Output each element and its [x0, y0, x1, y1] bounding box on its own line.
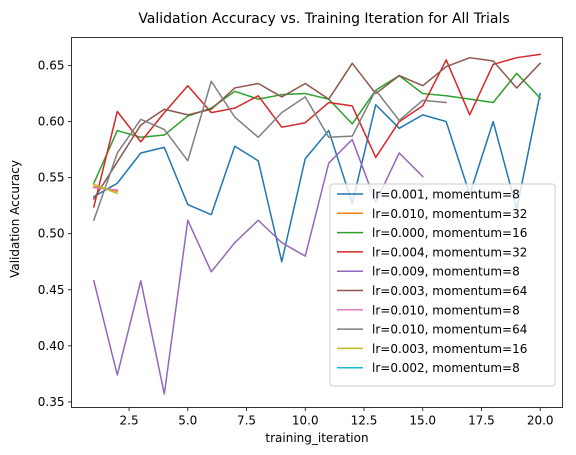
y-tick-label: 0.55: [38, 171, 65, 185]
y-tick-label: 0.50: [38, 227, 65, 241]
legend-entry: lr=0.000, momentum=16: [372, 226, 527, 240]
y-axis-ticks: 0.35 0.40 0.45 0.50 0.55 0.60 0.65: [38, 59, 72, 409]
legend: lr=0.001, momentum=8 lr=0.010, momentum=3…: [329, 183, 556, 387]
y-tick-label: 0.60: [38, 115, 65, 129]
legend-entry: lr=0.009, momentum=8: [372, 265, 520, 279]
legend-entry: lr=0.010, momentum=64: [372, 323, 527, 337]
x-tick-label: 10.0: [292, 414, 319, 428]
legend-entry: lr=0.002, momentum=8: [372, 361, 520, 375]
legend-entry: lr=0.004, momentum=32: [372, 245, 527, 259]
series-line-1: [92, 92, 542, 263]
legend-entry: lr=0.003, momentum=16: [372, 342, 527, 356]
x-axis-label: training_iteration: [265, 431, 368, 445]
y-tick-label: 0.35: [38, 395, 65, 409]
series-line-9: [92, 183, 119, 195]
y-tick-label: 0.65: [38, 59, 65, 73]
series-line-3: [92, 72, 542, 185]
series-line-8: [92, 80, 448, 222]
x-tick-label: 20.0: [527, 414, 554, 428]
y-axis-label: Validation Accuracy: [8, 160, 22, 278]
legend-entry: lr=0.010, momentum=8: [372, 303, 520, 317]
legend-entry: lr=0.010, momentum=32: [372, 207, 527, 221]
x-tick-label: 12.5: [351, 414, 378, 428]
y-tick-label: 0.45: [38, 283, 65, 297]
legend-entry: lr=0.001, momentum=8: [372, 188, 520, 202]
x-tick-label: 7.5: [237, 414, 256, 428]
x-axis-ticks: 2.5 5.0 7.5 10.0 12.5 15.0 17.5 20.0: [120, 407, 554, 428]
x-tick-label: 2.5: [120, 414, 139, 428]
legend-box: [329, 183, 556, 387]
legend-entry: lr=0.003, momentum=64: [372, 284, 527, 298]
x-tick-label: 15.0: [409, 414, 436, 428]
y-tick-label: 0.40: [38, 339, 65, 353]
series-line-4: [92, 53, 542, 208]
chart-title: Validation Accuracy vs. Training Iterati…: [138, 11, 509, 27]
series-line-5: [92, 138, 424, 395]
x-tick-label: 17.5: [468, 414, 495, 428]
x-tick-label: 5.0: [178, 414, 197, 428]
plot-series: [92, 53, 542, 395]
series-line-6: [92, 56, 542, 200]
plot-frame: [71, 37, 563, 408]
